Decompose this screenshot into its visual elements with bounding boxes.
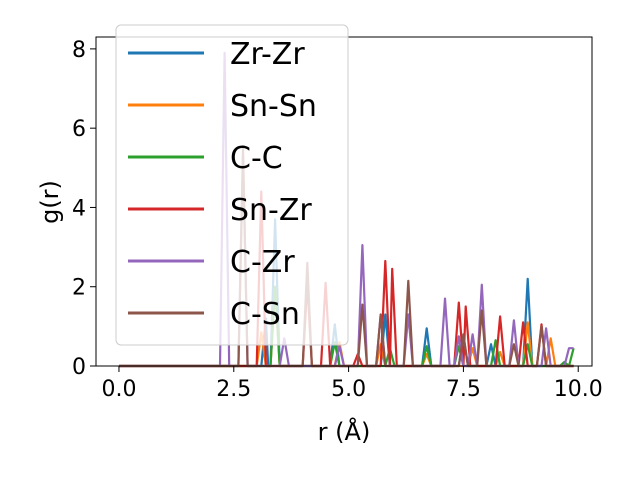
legend-label: Sn-Zr: [230, 193, 312, 228]
x-tick-label: 5.0: [331, 377, 366, 402]
y-axis-label: g(r): [36, 180, 64, 224]
x-tick-label: 2.5: [216, 377, 251, 402]
x-tick-label: 0.0: [101, 377, 136, 402]
y-tick-label: 6: [72, 117, 86, 142]
y-axis: 0 2 4 6 8: [72, 38, 96, 380]
legend-label: C-C: [230, 141, 283, 176]
y-tick-label: 2: [72, 276, 86, 301]
y-tick-label: 8: [72, 38, 86, 63]
x-tick-label: 7.5: [446, 377, 481, 402]
x-tick-label: 10.0: [554, 377, 603, 402]
legend-label: C-Zr: [230, 245, 295, 280]
legend: Zr-Zr Sn-Sn C-C Sn-Zr C-Zr C-Sn: [115, 24, 349, 346]
legend-label: Sn-Sn: [230, 89, 317, 124]
x-axis: 0.0 2.5 5.0 7.5 10.0: [101, 366, 603, 402]
legend-label: C-Sn: [230, 297, 300, 332]
x-axis-label: r (Å): [318, 417, 371, 446]
legend-label: Zr-Zr: [230, 37, 305, 72]
y-tick-label: 4: [72, 196, 86, 221]
y-tick-label: 0: [72, 355, 86, 380]
